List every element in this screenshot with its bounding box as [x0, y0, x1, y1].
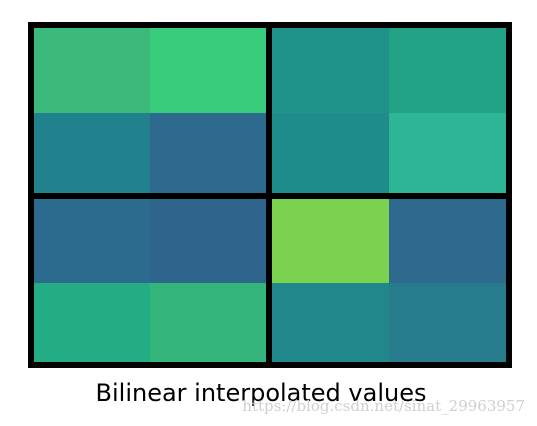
- cell: [34, 283, 150, 362]
- cell: [389, 28, 506, 113]
- cell: [389, 283, 506, 362]
- cell: [34, 199, 150, 283]
- cell: [272, 283, 389, 362]
- cell: [272, 199, 389, 283]
- cell: [34, 28, 150, 113]
- caption: Bilinear interpolated values: [96, 379, 427, 407]
- cell: [389, 199, 506, 283]
- cell: [272, 28, 389, 113]
- cell: [150, 28, 266, 113]
- cell: [150, 113, 266, 193]
- watermark: https://blog.csdn.net/sinat_29963957: [242, 397, 525, 415]
- cell: [389, 113, 506, 193]
- cell: [272, 113, 389, 193]
- cell: [150, 199, 266, 283]
- cell-grid: [34, 28, 506, 362]
- cell: [150, 283, 266, 362]
- cell: [34, 113, 150, 193]
